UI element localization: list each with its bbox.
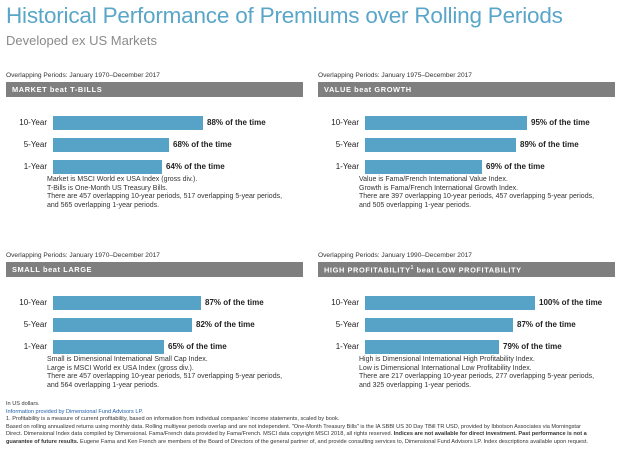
bar-value-label: 68% of the time [173, 140, 232, 149]
footnote-source: Information provided by Dimensional Fund… [6, 408, 144, 415]
footnote-data-sources: Direct. Dimensional Index data compiled … [6, 431, 618, 439]
chart-notes: Market is MSCI World ex USA Index (gross… [47, 176, 282, 210]
chart-title-text: MARKET beat T-BILLS [12, 85, 103, 94]
footnote-disclaimer: guarantee of future results. Eugene Fama… [6, 439, 618, 447]
overlapping-periods-label: Overlapping Periods: January 1970–Decemb… [6, 252, 160, 259]
chart-note-line: There are 397 overlapping 10-year period… [359, 193, 595, 201]
bar [365, 160, 482, 174]
footnote-methodology: Based on rolling annualized returns usin… [6, 423, 581, 430]
chart-title-text: SMALL beat LARGE [12, 265, 93, 274]
bar-value-label: 69% of the time [486, 162, 545, 171]
overlapping-periods-label: Overlapping Periods: January 1990–Decemb… [318, 252, 472, 259]
overlapping-periods-label: Overlapping Periods: January 1975–Decemb… [318, 72, 472, 79]
category-label: 10-Year [331, 298, 359, 307]
chart-note-line: Growth is Fama/French International Grow… [359, 184, 519, 192]
chart-note-line: Value is Fama/French International Value… [359, 176, 508, 183]
bar-value-label: 82% of the time [196, 320, 255, 329]
bar-value-label: 88% of the time [207, 118, 266, 127]
footnote-data-sources-text: Direct. Dimensional Index data compiled … [6, 431, 394, 438]
bar [53, 296, 201, 310]
chart-header: MARKET beat T-BILLS [6, 82, 303, 97]
chart-title-rest: beat LOW PROFITABILITY [414, 265, 522, 275]
bar [365, 296, 535, 310]
bar-value-label: 89% of the time [520, 140, 579, 149]
chart-note-line: and 505 overlapping 1-year periods. [359, 201, 472, 209]
bar-value-label: 64% of the time [166, 162, 225, 171]
bar-value-label: 87% of the time [517, 320, 576, 329]
footnote-profitability: 1. Profitability is a measure of current… [6, 416, 340, 423]
bar-value-label: 65% of the time [168, 342, 227, 351]
bar [365, 340, 499, 354]
footnote-disclaimer-bold: Indices are not available for direct inv… [393, 431, 587, 438]
chart-note-line: and 325 overlapping 1-year periods. [359, 381, 472, 389]
bar-value-label: 87% of the time [205, 298, 264, 307]
page-title: Historical Performance of Premiums over … [6, 3, 563, 28]
chart-note-line: and 565 overlapping 1-year periods. [47, 201, 160, 209]
chart-notes: Small is Dimensional International Small… [47, 356, 282, 390]
chart-title: VALUE beat GROWTH [324, 85, 412, 94]
chart-title: HIGH PROFITABILITY1 beat LOW PROFITABILI… [324, 265, 522, 274]
bar [53, 160, 162, 174]
bar [53, 318, 192, 332]
category-label: 1-Year [335, 342, 359, 351]
chart-note-line: and 564 overlapping 1-year periods. [47, 381, 160, 389]
category-label: 1-Year [335, 162, 359, 171]
footnote-disclaimer-bold-end: guarantee of future results. [6, 438, 79, 445]
chart-header: HIGH PROFITABILITY1 beat LOW PROFITABILI… [318, 262, 615, 277]
chart-note-line: High is Dimensional International High P… [359, 356, 535, 363]
chart-header: VALUE beat GROWTH [318, 82, 615, 97]
chart-note-line: There are 457 overlapping 10-year period… [47, 193, 283, 201]
chart-notes: High is Dimensional International High P… [359, 356, 594, 390]
category-label: 1-Year [23, 342, 47, 351]
chart-panel: Overlapping Periods: January 1970–Decemb… [6, 252, 303, 402]
bar-value-label: 95% of the time [531, 118, 590, 127]
bar [365, 116, 527, 130]
bar [53, 340, 164, 354]
chart-note-line: Low is Dimensional International Low Pro… [359, 364, 532, 372]
bar [53, 116, 203, 130]
category-label: 5-Year [335, 320, 359, 329]
category-label: 10-Year [331, 118, 359, 127]
category-label: 5-Year [23, 140, 47, 149]
chart-note-line: Large is MSCI World ex USA Index (gross … [47, 364, 194, 372]
chart-note-line: There are 217 overlapping 10-year period… [359, 373, 595, 381]
bar [53, 138, 169, 152]
chart-note-line: Market is MSCI World ex USA Index (gross… [47, 176, 198, 183]
footnote-board-text: Eugene Fama and Ken French are members o… [78, 438, 588, 445]
chart-header: SMALL beat LARGE [6, 262, 303, 277]
chart-title-text: VALUE beat GROWTH [324, 85, 412, 94]
bar [365, 138, 516, 152]
bar [365, 318, 513, 332]
page-subtitle: Developed ex US Markets [6, 33, 158, 48]
category-label: 10-Year [19, 118, 47, 127]
chart-note-line: Small is Dimensional International Small… [47, 356, 208, 363]
footnote-currency: In US dollars. [6, 401, 40, 407]
category-label: 5-Year [335, 140, 359, 149]
chart-panel: Overlapping Periods: January 1990–Decemb… [318, 252, 615, 402]
category-label: 5-Year [23, 320, 47, 329]
chart-panel: Overlapping Periods: January 1970–Decemb… [6, 72, 303, 222]
chart-notes: Value is Fama/French International Value… [359, 176, 594, 210]
bar-value-label: 100% of the time [539, 298, 603, 307]
chart-title-text: HIGH PROFITABILITY [324, 265, 411, 275]
chart-title: SMALL beat LARGE [12, 265, 92, 274]
chart-note-line: There are 457 overlapping 10-year period… [47, 373, 283, 381]
chart-title: MARKET beat T-BILLS [12, 85, 102, 94]
category-label: 1-Year [23, 162, 47, 171]
bar-value-label: 79% of the time [503, 342, 562, 351]
overlapping-periods-label: Overlapping Periods: January 1970–Decemb… [6, 72, 160, 79]
chart-note-line: T-Bills is One-Month US Treasury Bills. [47, 184, 168, 192]
chart-title-footnote-mark: 1 [410, 265, 415, 271]
footnotes: In US dollars. Information provided by D… [6, 401, 618, 447]
chart-panel: Overlapping Periods: January 1975–Decemb… [318, 72, 615, 222]
category-label: 10-Year [19, 298, 47, 307]
